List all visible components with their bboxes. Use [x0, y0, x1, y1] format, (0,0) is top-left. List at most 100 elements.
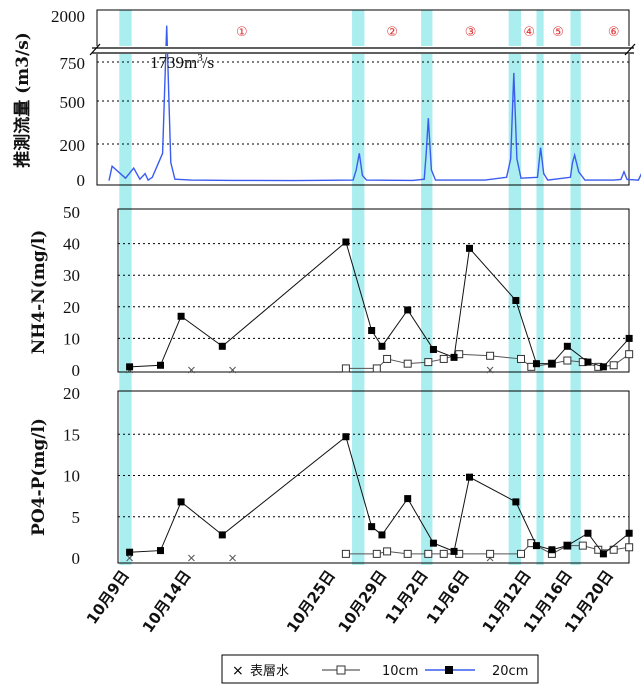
flow-gridlines — [97, 61, 629, 145]
nh4-20cm-point-13 — [548, 360, 556, 368]
po4-surface-point-1 — [188, 554, 195, 562]
po4-ytick-0: 0 — [72, 549, 81, 568]
nh4-20cm-point-1 — [157, 361, 164, 369]
po4-10cm-point-4 — [424, 549, 433, 558]
po4-20cm-point-0 — [126, 548, 134, 556]
period-label-3: ③ — [465, 25, 477, 40]
nh4-10cm-point-5 — [439, 354, 448, 363]
flow-ytick-500: 500 — [60, 93, 86, 112]
nh4-20cm-point-4 — [342, 238, 350, 246]
period-label-4: ④ — [523, 25, 535, 40]
po4-20cm-point-4 — [342, 433, 350, 441]
storm-band-5 — [570, 10, 581, 565]
po4-20cm-point-8 — [429, 539, 437, 547]
nh4-ytick-4: 40 — [63, 235, 80, 254]
po4-10cm-point-7 — [486, 549, 495, 558]
po4-10cm-point-3 — [403, 549, 412, 558]
po4-20cm-point-16 — [599, 550, 607, 558]
po4-10cm-point-0 — [341, 549, 350, 558]
nh4-20cm-point-2 — [177, 312, 185, 320]
po4-surface-point-0 — [126, 554, 133, 562]
nh4-10cm-point-1 — [372, 364, 381, 373]
po4-10cm-point-15 — [625, 543, 634, 552]
po4-20cm-point-10 — [466, 473, 473, 481]
po4-20cm-point-5 — [368, 523, 376, 531]
flow-ytick-750: 750 — [60, 54, 86, 73]
flow-series-line — [108, 25, 641, 182]
po4-20cm-point-14 — [563, 542, 571, 550]
nh4-20cm-point-15 — [584, 358, 592, 366]
nh4-plot-frame — [117, 208, 630, 373]
legend-marker-20cm — [445, 666, 453, 674]
nh4-series — [126, 238, 634, 374]
legend-label-surface: 表層水 — [250, 664, 289, 679]
po4-panel: 0 5 10 15 20 PO4-P(mg/l) — [29, 384, 634, 568]
legend-marker-10cm — [336, 665, 346, 675]
x-date-label-2: 10月25日 — [283, 567, 339, 636]
nh4-ytick-2: 20 — [63, 298, 80, 317]
po4-surface-point-2 — [229, 554, 236, 562]
po4-10cm-point-2 — [383, 547, 392, 556]
nh4-10cm-point-7 — [486, 351, 495, 360]
storm-band-2 — [421, 10, 433, 565]
nh4-20cm-point-8 — [429, 345, 437, 353]
nh4-10cm-point-15 — [625, 350, 634, 359]
flow-ytick-0: 0 — [77, 171, 86, 190]
nh4-20cm-point-6 — [378, 342, 386, 350]
peak-flow-annotation: 1739m3/s — [150, 52, 214, 72]
po4-20cm-point-6 — [378, 531, 386, 539]
x-date-label-1: 10月14日 — [139, 567, 195, 636]
nh4-20cm-point-14 — [563, 342, 571, 350]
legend: × 表層水 10cm 20cm — [221, 654, 539, 684]
nh4-surface-point-2 — [229, 366, 236, 374]
po4-ytick-3: 15 — [63, 425, 80, 444]
period-labels: ① ② ③ ④ ⑤ ⑥ — [236, 25, 619, 40]
po4-20cm-point-15 — [584, 529, 592, 537]
po4-20cm-point-1 — [157, 547, 164, 555]
axis-break-mark — [89, 43, 636, 56]
nh4-20cm-point-12 — [532, 360, 540, 368]
nh4-20cm-point-17 — [625, 334, 633, 342]
x-date-label-0: 10月9日 — [83, 567, 133, 628]
nh4-10cm-point-14 — [609, 361, 618, 370]
po4-20cm-point-11 — [512, 498, 520, 506]
nh4-20cm-point-10 — [466, 244, 473, 252]
po4-ytick-4: 20 — [63, 384, 80, 403]
nh4-surface-point-1 — [188, 366, 195, 374]
po4-ytick-1: 5 — [72, 508, 81, 527]
po4-20cm-point-3 — [218, 531, 226, 539]
nh4-ytick-0: 0 — [72, 361, 81, 380]
po4-10cm-point-8 — [517, 549, 525, 558]
nh4-ytick-labels: 0 10 20 30 40 50 — [63, 203, 80, 380]
nh4-10cm-point-3 — [403, 359, 412, 368]
po4-ytick-labels: 0 5 10 15 20 — [63, 384, 80, 568]
po4-20cm-point-7 — [404, 495, 412, 503]
nh4-10cm-point-4 — [424, 358, 433, 367]
nh4-20cm-point-5 — [368, 327, 376, 334]
flow-ytick-200: 200 — [60, 136, 86, 155]
legend-label-10cm: 10cm — [382, 664, 418, 679]
storm-band-4 — [536, 10, 544, 565]
period-label-2: ② — [386, 25, 398, 40]
po4-series — [126, 433, 634, 562]
po4-10cm-point-1 — [372, 549, 381, 558]
flow-plot-frame — [96, 9, 630, 186]
po4-ytick-2: 10 — [63, 467, 80, 486]
po4-20cm-point-17 — [625, 529, 633, 537]
nh4-10cm-point-8 — [517, 354, 525, 363]
storm-band-1 — [352, 10, 365, 565]
flow-ylabel: 推測流量 (m3/s) — [12, 32, 33, 168]
po4-10cm-point-12 — [578, 541, 587, 550]
storm-band-0 — [119, 10, 132, 565]
po4-plot-frame — [117, 390, 630, 564]
nh4-10cm-point-2 — [383, 354, 392, 363]
nh4-ytick-3: 30 — [63, 266, 80, 285]
po4-20cm-point-12 — [532, 542, 540, 550]
po4-gridlines — [118, 433, 629, 518]
nh4-panel: 0 10 20 30 40 50 NH4-N(mg/l) — [29, 203, 634, 380]
nh4-20cm-point-7 — [404, 306, 412, 314]
nh4-surface-point-3 — [486, 366, 494, 374]
nh4-20cm-point-3 — [218, 342, 226, 350]
